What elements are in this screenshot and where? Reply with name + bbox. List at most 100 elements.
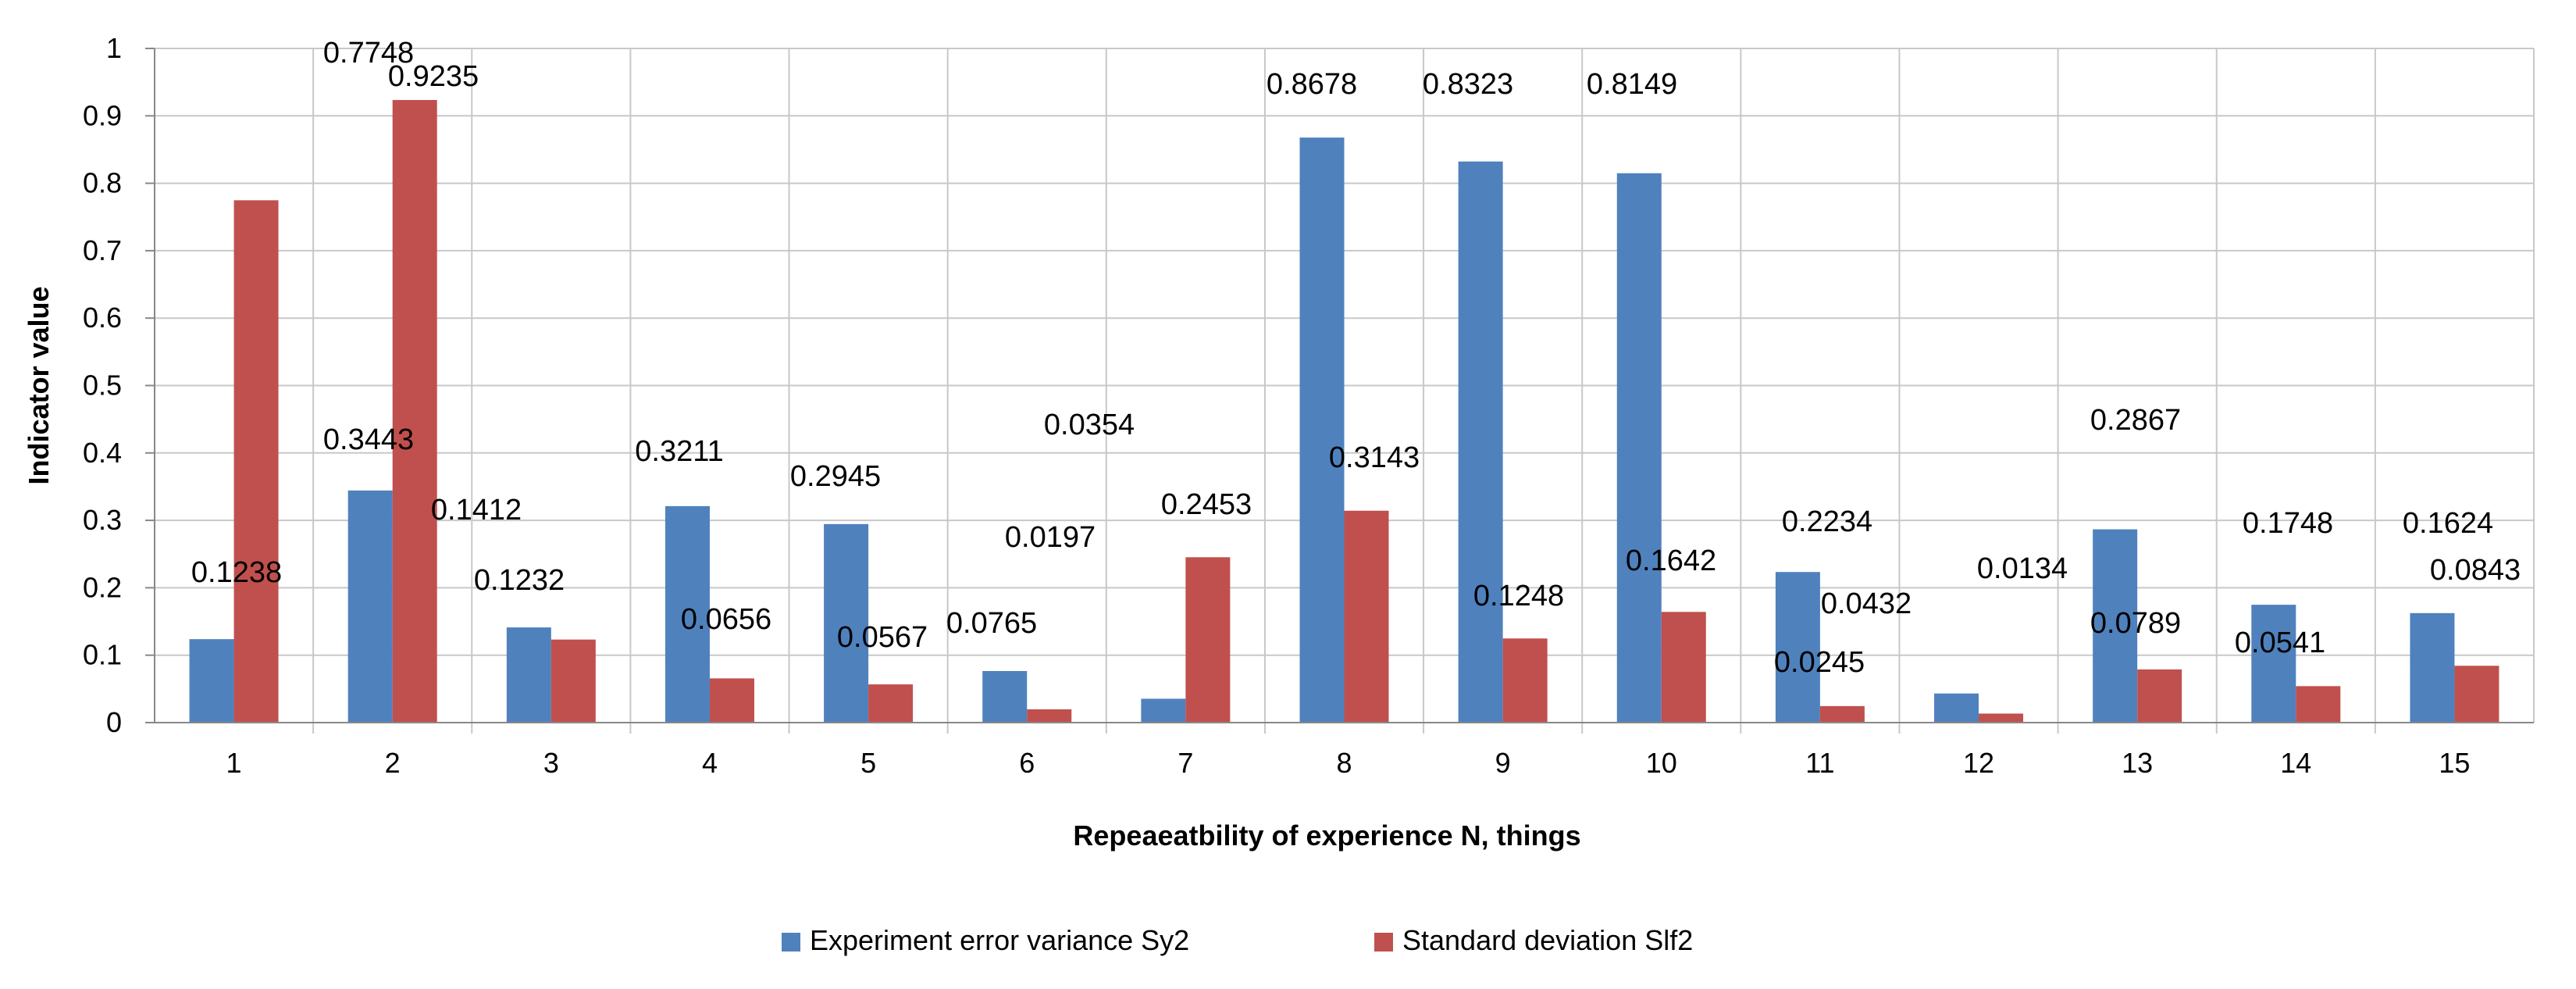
- data-label-series1: 0.8323: [1423, 68, 1513, 101]
- data-label-series2: 0.0843: [2430, 554, 2521, 587]
- legend-swatch: [1374, 933, 1393, 952]
- legend-label: Standard deviation Slf2: [1402, 924, 1693, 956]
- data-label-series2: 0.0245: [1774, 646, 1865, 679]
- y-tick-label: 0.4: [83, 437, 122, 469]
- legend-item-series1: Experiment error variance Sy2: [782, 924, 1189, 956]
- data-label-series1: 0.1624: [2403, 507, 2493, 540]
- bar-series2-cat-14: [2296, 686, 2341, 723]
- x-tick-label: 12: [1963, 747, 1994, 779]
- x-tick-label: 2: [385, 747, 401, 779]
- bar-series1-cat-5: [824, 523, 869, 723]
- bar-series1-cat-9: [1458, 161, 1503, 723]
- bar-series1-cat-8: [1299, 137, 1345, 723]
- data-label-series2: 0.1232: [474, 564, 565, 597]
- data-label-series1: 0.2867: [2090, 404, 2181, 437]
- y-tick-label: 0.5: [83, 370, 122, 402]
- x-tick-label: 15: [2439, 747, 2470, 779]
- data-label-series2: 0.9235: [388, 60, 479, 93]
- bar-series2-cat-2: [392, 100, 437, 723]
- y-tick-label: 0.6: [83, 302, 122, 334]
- data-label-series2: 0.0789: [2090, 607, 2181, 640]
- data-label-series2: 0.2453: [1161, 488, 1252, 521]
- bar-series1-cat-6: [982, 670, 1028, 723]
- x-tick-label: 14: [2280, 747, 2311, 779]
- bars-layer: [189, 100, 2499, 723]
- y-tick-label: 0.9: [83, 99, 122, 131]
- legend-item-series2: Standard deviation Slf2: [1374, 924, 1693, 956]
- y-tick-label: 0.2: [83, 571, 122, 603]
- x-tick-label: 7: [1178, 747, 1193, 779]
- x-tick-label: 6: [1019, 747, 1035, 779]
- x-tick-label: 8: [1336, 747, 1352, 779]
- data-label-series2: 0.1642: [1626, 544, 1716, 577]
- data-label-series1: 0.3211: [635, 435, 723, 468]
- x-tick-label: 5: [860, 747, 876, 779]
- data-label-series2: 0.0656: [681, 603, 771, 636]
- bar-series1-cat-4: [664, 505, 710, 723]
- data-label-series1: 0.2234: [1782, 505, 1872, 538]
- axis-layer: 00.10.20.30.40.50.60.70.80.911 2 3 4 5 6 7 8 9 10…: [23, 32, 2534, 852]
- bar-series2-cat-15: [2454, 666, 2499, 723]
- data-label-series1: 0.1748: [2243, 507, 2333, 540]
- x-tick-label: 11: [1805, 747, 1834, 779]
- y-axis-title: Indicator value: [23, 286, 55, 484]
- data-label-series1: 0.0432: [1821, 587, 1912, 620]
- data-label-series1: 0.1412: [431, 494, 522, 527]
- x-axis-title: Repeaeatbility of experience N, things: [1073, 819, 1580, 852]
- bar-series1-cat-12: [1934, 693, 1979, 723]
- data-label-series2: 0.0541: [2235, 627, 2325, 659]
- bar-series1-cat-7: [1141, 698, 1186, 723]
- y-tick-label: 0.7: [83, 234, 122, 266]
- x-tick-label: 10: [1646, 747, 1677, 779]
- y-tick-label: 0: [106, 706, 122, 738]
- data-label-series2: 0.7748: [323, 37, 414, 70]
- data-label-series1: 0.0765: [946, 607, 1037, 640]
- bar-series1-cat-2: [347, 490, 393, 723]
- bar-series2-cat-3: [550, 639, 596, 723]
- y-tick-label: 0.1: [83, 639, 122, 671]
- bar-series2-cat-9: [1502, 638, 1548, 723]
- bar-series1-cat-13: [2093, 529, 2138, 723]
- y-tick-label: 0.8: [83, 167, 122, 199]
- x-tick-label: 9: [1495, 747, 1511, 779]
- bar-series1-cat-14: [2251, 605, 2296, 723]
- legend-layer: Experiment error variance Sy2 Standard de…: [782, 924, 1693, 956]
- bar-series2-cat-1: [233, 200, 279, 723]
- bar-series2-cat-7: [1185, 557, 1231, 723]
- x-tick-label: 1: [226, 747, 242, 779]
- data-label-series2: 0.0567: [837, 621, 928, 654]
- data-label-series2: 0.1248: [1473, 580, 1564, 612]
- data-label-series1: 0.1238: [191, 556, 282, 589]
- bar-series2-cat-6: [1027, 709, 1072, 723]
- bar-series1-cat-10: [1616, 173, 1662, 723]
- bar-series2-cat-13: [2137, 669, 2182, 723]
- data-label-series1: 0.3443: [323, 423, 414, 456]
- bar-series1-cat-1: [189, 639, 234, 723]
- bar-series1-cat-11: [1775, 572, 1820, 723]
- y-tick-label: 0.3: [83, 504, 122, 536]
- x-tick-label: 13: [2122, 747, 2153, 779]
- labels-layer: 0.1238 0.3443 0.1412 0.3211 0.2945 0.0765 0.03…: [191, 37, 2521, 679]
- bar-series2-cat-11: [1819, 705, 1865, 723]
- data-label-series2: 0.0197: [1005, 521, 1096, 554]
- data-label-series1: 0.0354: [1044, 409, 1135, 441]
- legend-swatch: [782, 933, 800, 952]
- bar-series1-cat-3: [506, 627, 551, 723]
- data-label-series2: 0.0134: [1977, 552, 2068, 585]
- y-tick-label: 1: [106, 32, 122, 64]
- bar-series1-cat-15: [2410, 612, 2455, 723]
- bar-series2-cat-5: [868, 684, 914, 723]
- bar-series2-cat-4: [709, 678, 754, 723]
- data-label-series1: 0.8149: [1587, 68, 1677, 101]
- data-label-series2: 0.3143: [1329, 441, 1420, 474]
- data-label-series1: 0.8678: [1267, 68, 1357, 101]
- bar-series2-cat-12: [1979, 713, 2024, 723]
- x-tick-label: 3: [543, 747, 559, 779]
- bar-series2-cat-8: [1344, 510, 1389, 723]
- data-label-series1: 0.2945: [790, 460, 881, 493]
- x-tick-label: 4: [702, 747, 718, 779]
- legend-label: Experiment error variance Sy2: [810, 924, 1189, 956]
- bar-series2-cat-10: [1661, 612, 1706, 723]
